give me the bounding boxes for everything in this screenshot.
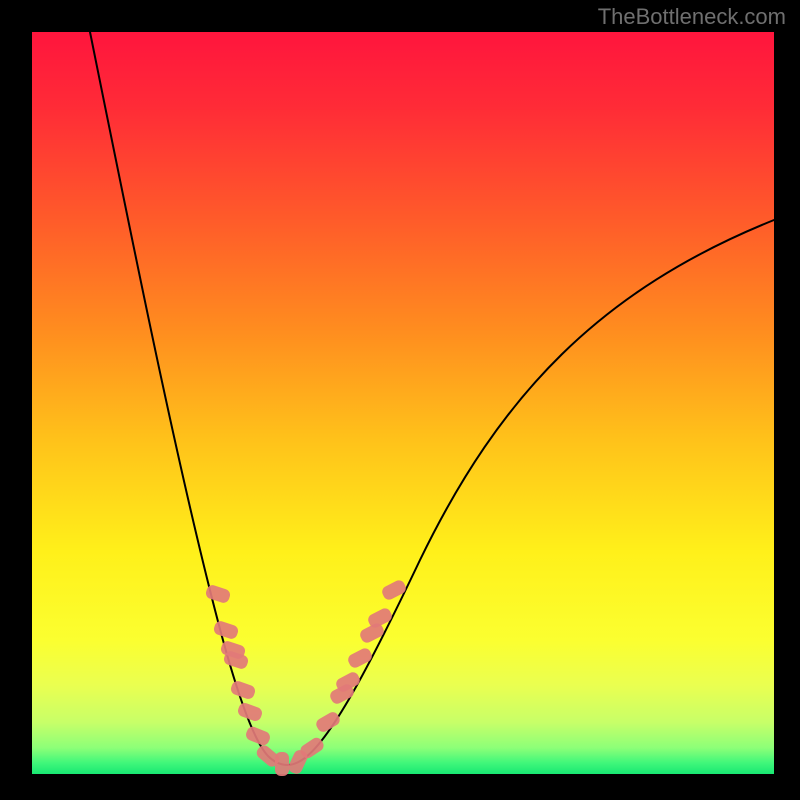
watermark-text: TheBottleneck.com <box>598 4 786 30</box>
chart-stage: TheBottleneck.com <box>0 0 800 800</box>
gradient-plot-background <box>32 32 774 774</box>
